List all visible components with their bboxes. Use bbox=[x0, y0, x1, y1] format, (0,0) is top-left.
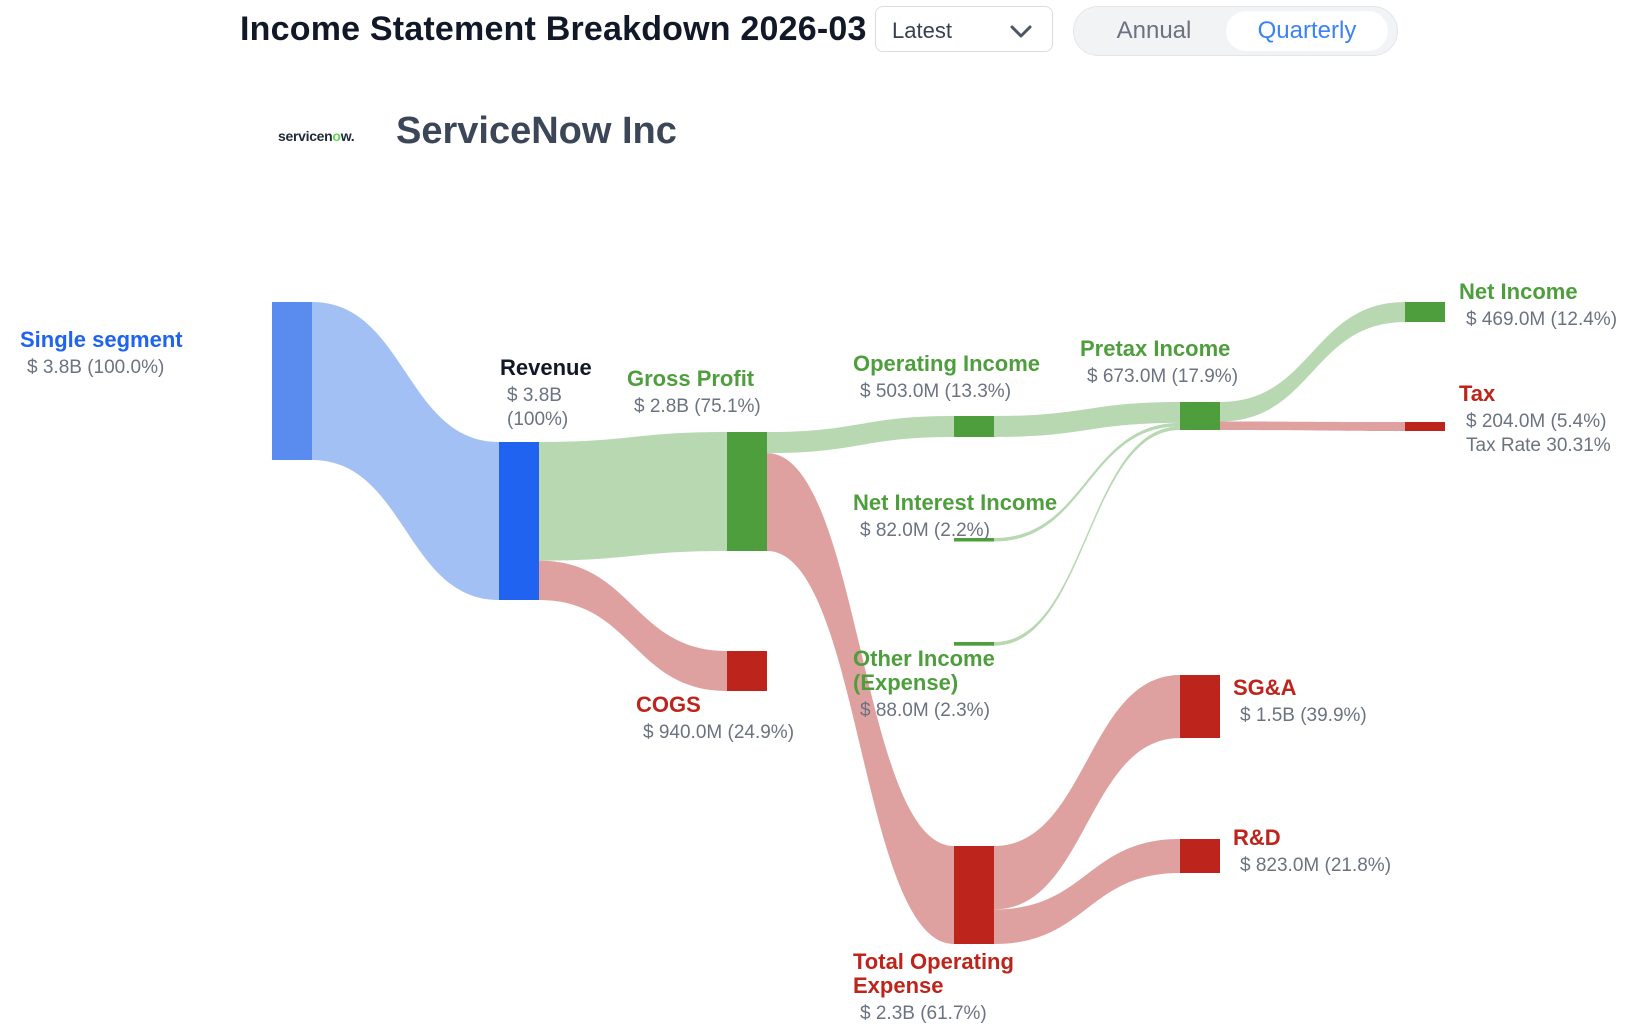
node-label-rnd: R&D bbox=[1233, 825, 1281, 850]
quarterly-toggle-button[interactable]: Quarterly bbox=[1226, 11, 1388, 51]
company-name: ServiceNow Inc bbox=[396, 110, 677, 152]
node-gross_profit bbox=[727, 432, 767, 551]
node-operating_income bbox=[954, 416, 994, 437]
node-total_opex bbox=[954, 846, 994, 944]
period-select-value: Latest bbox=[892, 18, 952, 43]
link-segment-to-revenue bbox=[312, 302, 499, 600]
node-value-net_interest: $ 82.0M (2.2%) bbox=[860, 520, 990, 541]
node-segment bbox=[272, 302, 312, 460]
link-pretax_income-to-net_income bbox=[1220, 302, 1405, 422]
period-select[interactable]: Latest bbox=[875, 6, 1053, 52]
link-net_interest-to-pretax_income bbox=[994, 422, 1180, 542]
node-tax bbox=[1405, 422, 1445, 431]
node-label-other_income: Other Income (Expense) bbox=[853, 646, 995, 695]
node-net_interest bbox=[954, 538, 994, 542]
sankey-nodes: Single segment $ 3.8B (100.0%) Revenue $ 3.… bbox=[20, 279, 1617, 1024]
node-value-sga: $ 1.5B (39.9%) bbox=[1240, 705, 1367, 726]
node-value-total_opex: $ 2.3B (61.7%) bbox=[860, 1003, 987, 1024]
link-pretax_income-to-tax bbox=[1220, 421, 1405, 431]
node-value-segment: $ 3.8B (100.0%) bbox=[27, 357, 164, 378]
period-toggle: Annual Quarterly bbox=[1073, 6, 1398, 56]
node-value-tax: $ 204.0M (5.4%) Tax Rate 30.31% bbox=[1466, 411, 1611, 456]
annual-toggle-button[interactable]: Annual bbox=[1116, 17, 1192, 44]
node-label-sga: SG&A bbox=[1233, 675, 1297, 700]
chevron-down-icon bbox=[1010, 25, 1032, 44]
link-total_opex-to-rnd bbox=[994, 839, 1180, 944]
node-label-revenue: Revenue bbox=[500, 355, 592, 380]
node-value-other_income: $ 88.0M (2.3%) bbox=[860, 700, 990, 721]
company-logo: servicenow. bbox=[278, 128, 355, 144]
link-revenue-to-gross_profit bbox=[539, 432, 727, 561]
node-value-net_income: $ 469.0M (12.4%) bbox=[1466, 309, 1617, 330]
node-label-net_income: Net Income bbox=[1459, 279, 1578, 304]
node-label-gross_profit: Gross Profit bbox=[627, 366, 755, 391]
link-gross_profit-to-operating_income bbox=[767, 416, 954, 454]
node-label-operating_income: Operating Income bbox=[853, 351, 1040, 376]
link-revenue-to-cogs bbox=[539, 560, 727, 691]
node-pretax_income bbox=[1180, 402, 1220, 430]
node-sga bbox=[1180, 675, 1220, 738]
node-value-operating_income: $ 503.0M (13.3%) bbox=[860, 381, 1011, 402]
node-value-rnd: $ 823.0M (21.8%) bbox=[1240, 855, 1391, 876]
node-label-pretax_income: Pretax Income bbox=[1080, 336, 1230, 361]
node-revenue bbox=[499, 442, 539, 600]
node-label-net_interest: Net Interest Income bbox=[853, 490, 1057, 515]
link-gross_profit-to-total_opex bbox=[767, 453, 954, 944]
node-value-cogs: $ 940.0M (24.9%) bbox=[643, 722, 794, 743]
node-cogs bbox=[727, 651, 767, 691]
node-value-pretax_income: $ 673.0M (17.9%) bbox=[1087, 366, 1238, 387]
node-label-segment: Single segment bbox=[20, 327, 183, 352]
link-other_income-to-pretax_income bbox=[994, 426, 1180, 646]
node-label-cogs: COGS bbox=[636, 692, 701, 717]
sankey-links bbox=[312, 302, 1405, 944]
link-total_opex-to-sga bbox=[994, 675, 1180, 910]
node-rnd bbox=[1180, 839, 1220, 873]
node-net_income bbox=[1405, 302, 1445, 322]
link-operating_income-to-pretax_income bbox=[994, 402, 1180, 437]
node-value-gross_profit: $ 2.8B (75.1%) bbox=[634, 396, 761, 417]
node-other_income bbox=[954, 642, 994, 646]
node-label-tax: Tax bbox=[1459, 381, 1496, 406]
node-value-revenue: $ 3.8B (100%) bbox=[507, 385, 568, 430]
node-label-total_opex: Total Operating Expense bbox=[853, 949, 1014, 998]
page-title: Income Statement Breakdown 2026-03 bbox=[240, 10, 867, 48]
